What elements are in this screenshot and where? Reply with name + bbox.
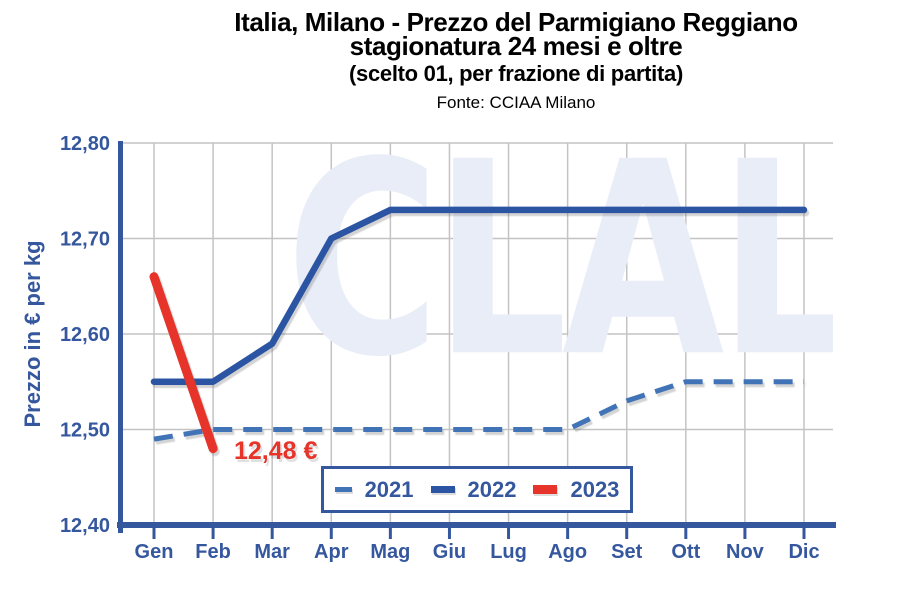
chart-legend: 2021 2022 2023 (321, 466, 633, 513)
series-2022-line (150, 206, 808, 385)
x-tick-label: Feb (195, 541, 231, 563)
x-tick-label: Set (611, 541, 642, 563)
series-2023-line (149, 272, 218, 454)
x-tick-label: Ott (671, 541, 700, 563)
x-tick-label: Mag (370, 541, 410, 563)
legend-label: 2021 (364, 476, 414, 502)
y-tick-label: 12,50 (60, 420, 110, 442)
y-axis-title: Prezzo in € per kg (20, 240, 45, 428)
axes (117, 141, 836, 539)
x-tick-label: Giu (433, 541, 466, 563)
legend-sample-2023-solid-line (533, 485, 558, 494)
legend-item-2023: 2023 (533, 477, 619, 503)
legend-item-2021: 2021 (334, 476, 414, 503)
chart-subtitle: (scelto 01, per frazione di partita) (349, 61, 683, 86)
x-tick-label: Apr (314, 541, 349, 563)
x-tick-label: Mar (254, 541, 290, 563)
series-2021-line (153, 379, 804, 442)
x-tick-label: Dic (788, 541, 819, 563)
chart-source-label: Fonte: CCIAA Milano (436, 93, 596, 112)
x-tick-label: Nov (726, 541, 765, 563)
legend-item-2022: 2022 (430, 476, 517, 503)
legend-sample-2022-solid-line (430, 486, 455, 493)
watermark-text: CLAL (286, 104, 847, 415)
y-tick-label: 12,60 (60, 324, 110, 346)
chart-header: Italia, Milano - Prezzo del Parmigiano R… (118, 7, 914, 113)
x-tick-label: Lug (490, 541, 527, 563)
legend-label: 2023 (570, 476, 620, 502)
chart-title-line2: stagionatura 24 mesi e oltre (349, 31, 683, 61)
price-annotation: 12,48 € (234, 437, 318, 465)
axis-labels: 12,40 12,50 12,60 12,70 12,80 Gen Feb Mar Apr Mag… (60, 133, 820, 563)
y-tick-label: 12,70 (60, 229, 110, 251)
y-tick-label: 12,40 (60, 515, 110, 537)
y-tick-label: 12,80 (60, 133, 110, 155)
legend-label: 2022 (467, 476, 517, 502)
x-tick-label: Ago (548, 541, 587, 563)
chart-title-line1: Italia, Milano - Prezzo del Parmigiano R… (234, 7, 798, 37)
legend-sample-2021-dashed-line (334, 487, 352, 492)
x-tick-label: Gen (135, 541, 174, 563)
